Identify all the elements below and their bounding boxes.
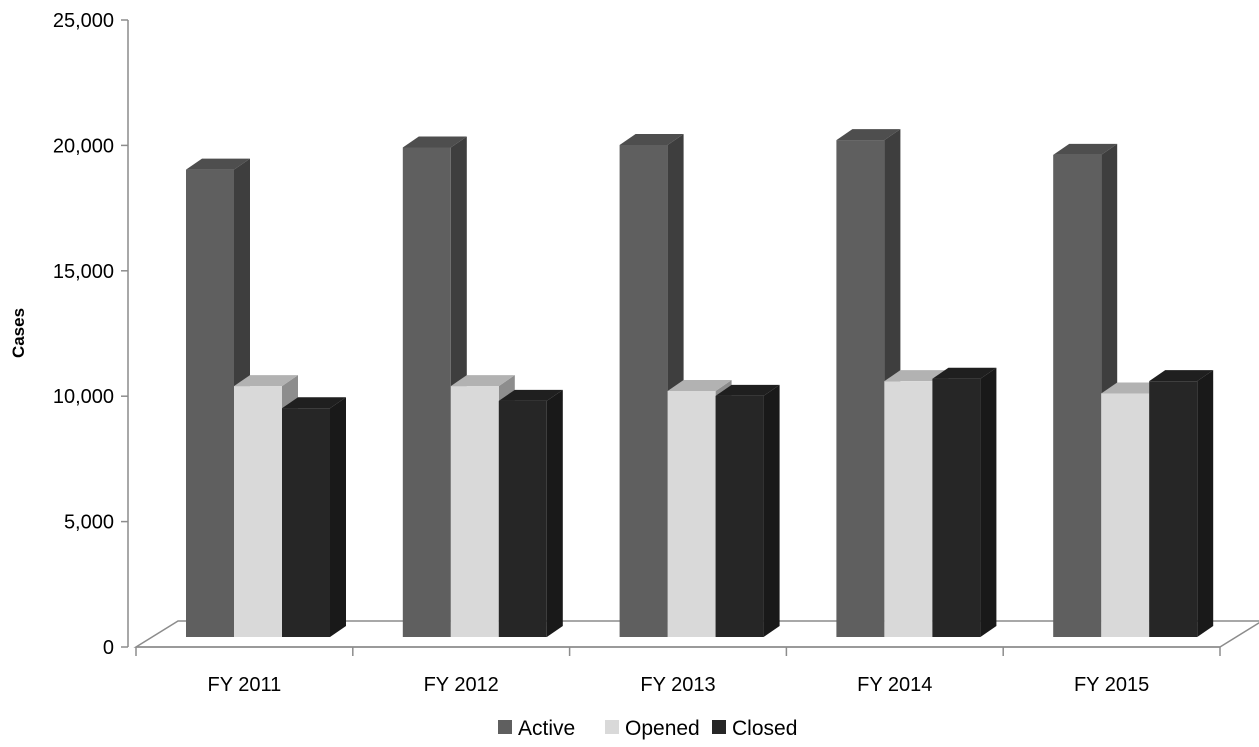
bar-closed-fy-2011 — [282, 397, 346, 637]
bar-front — [234, 386, 282, 637]
x-tick-label: FY 2014 — [857, 674, 932, 696]
legend-label: Opened — [625, 717, 700, 740]
bar-top — [715, 384, 780, 396]
legend-label: Closed — [732, 717, 797, 740]
y-tick-label: 0 — [103, 637, 114, 659]
legend-swatch — [712, 720, 726, 734]
x-axis: FY 2011 FY 2012 FY 2013 FY 2014 FY 2015 — [135, 646, 1221, 696]
bar-front — [1053, 154, 1102, 637]
bar-top — [932, 367, 997, 379]
bar-top — [667, 380, 732, 391]
bar-front — [1101, 393, 1150, 637]
bar-top — [402, 136, 467, 148]
bars — [186, 129, 1214, 637]
bar-top — [186, 158, 250, 170]
bar-top — [619, 134, 684, 145]
legend-swatch — [498, 720, 512, 734]
bar-top — [498, 389, 563, 401]
bar-front — [498, 400, 547, 637]
bar-top — [282, 397, 346, 409]
bar-front — [282, 408, 330, 637]
bar-side — [546, 389, 563, 637]
bar-front — [402, 147, 451, 637]
x-tick-label: FY 2011 — [208, 674, 282, 696]
bar-side — [1197, 370, 1214, 637]
legend: Active Opened Closed — [498, 717, 797, 740]
y-tick-label: 20,000 — [53, 135, 114, 157]
bar-front — [186, 169, 234, 637]
legend-swatch — [605, 720, 619, 734]
y-tick-label: 25,000 — [53, 10, 114, 32]
bar-front — [836, 140, 885, 637]
bar-front — [619, 145, 668, 637]
legend-label: Active — [518, 717, 575, 740]
legend-item-closed: Closed — [712, 717, 797, 740]
legend-item-opened: Opened — [605, 717, 700, 740]
bar-top — [450, 375, 515, 387]
x-tick-label: FY 2013 — [640, 674, 715, 696]
y-tick-label: 5,000 — [64, 512, 114, 534]
bar-top — [836, 129, 901, 141]
bar-top — [1149, 370, 1214, 382]
bar-side — [763, 384, 780, 637]
bar-front — [715, 395, 764, 637]
bar-closed-fy-2015 — [1149, 370, 1214, 637]
y-tick-label: 10,000 — [53, 386, 114, 408]
legend-item-active: Active — [498, 717, 575, 740]
bar-closed-fy-2013 — [715, 384, 780, 637]
bar-front — [667, 391, 716, 637]
bar-side — [330, 397, 346, 637]
x-tick-label: FY 2012 — [424, 674, 499, 696]
bar-top — [234, 375, 298, 387]
bar-front — [1149, 381, 1198, 637]
bar-closed-fy-2012 — [498, 389, 563, 637]
bar-front — [884, 381, 933, 637]
bar-front — [932, 378, 981, 637]
bar-top — [1053, 143, 1118, 155]
x-tick-label: FY 2015 — [1074, 674, 1149, 696]
bar-closed-fy-2014 — [932, 367, 997, 637]
y-tick-label: 15,000 — [53, 261, 114, 283]
bar-side — [980, 367, 997, 637]
bar-front — [450, 386, 499, 637]
y-axis-title: Cases — [9, 308, 28, 358]
bar-active-fy-2011 — [186, 158, 250, 637]
bar-top — [884, 370, 949, 382]
y-axis: 0 5,000 10,000 15,000 20,000 25,000 — [53, 10, 129, 659]
